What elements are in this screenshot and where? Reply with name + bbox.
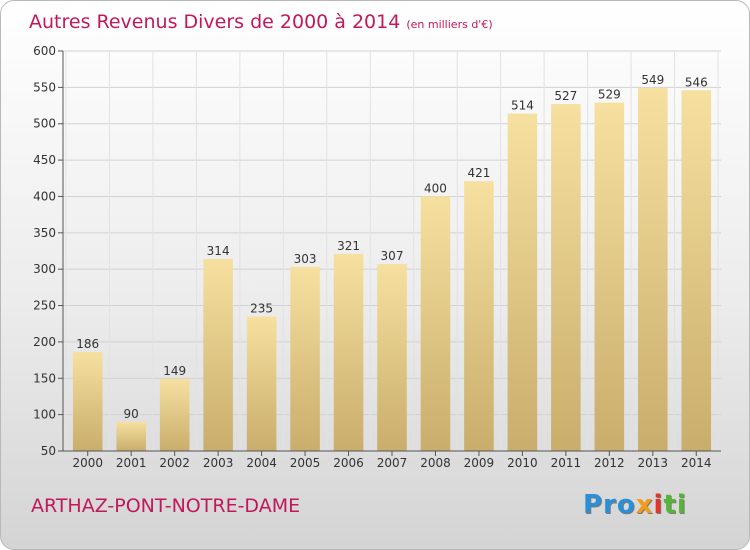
bar [507, 113, 538, 451]
unit-note: (en milliers d'€) [406, 18, 493, 31]
x-tick-label: 2004 [246, 456, 277, 470]
data-label: 400 [424, 181, 447, 195]
data-label: 549 [641, 73, 664, 87]
data-label: 421 [467, 166, 490, 180]
y-tick-label: 250 [33, 299, 56, 313]
bar [551, 104, 581, 451]
y-tick-label: 150 [33, 371, 56, 385]
x-tick-label: 2013 [638, 456, 669, 470]
data-label: 307 [381, 249, 404, 263]
y-tick-label: 400 [33, 189, 56, 203]
chart-title-text: Autres Revenus Divers de 2000 à 2014 [29, 11, 401, 33]
y-tick-label: 600 [33, 44, 56, 58]
y-tick-label: 100 [33, 408, 56, 422]
x-tick-label: 2010 [507, 456, 538, 470]
y-tick-label: 500 [33, 117, 56, 131]
logo-part: x [635, 490, 654, 520]
x-tick-label: 2000 [72, 456, 103, 470]
commune-name: ARTHAZ-PONT-NOTRE-DAME [31, 495, 301, 517]
x-tick-label: 2001 [116, 456, 147, 470]
data-labels: 186 90 149 314 235 303 321 307 400 421 514 527 529 54… [76, 73, 707, 421]
y-tick-label: 50 [41, 444, 56, 458]
y-tick-label: 450 [33, 153, 56, 167]
bar [290, 267, 320, 451]
axes: 50 100 150 200 250 300 350 400 450 500 550 600 2000 2… [33, 44, 721, 470]
x-tick-label: 2006 [333, 456, 364, 470]
logo-part: i [653, 490, 664, 520]
data-label: 321 [337, 239, 360, 253]
logo-part: ti [663, 490, 687, 520]
chart-title: Autres Revenus Divers de 2000 à 2014 (en … [29, 11, 493, 33]
x-tick-label: 2012 [594, 456, 625, 470]
bar [159, 379, 190, 451]
x-tick-label: 2007 [377, 456, 408, 470]
data-label: 546 [685, 75, 708, 89]
bar [116, 421, 146, 451]
data-label: 149 [163, 364, 186, 378]
bar [464, 181, 494, 451]
x-tick-label: 2008 [420, 456, 451, 470]
bars [72, 88, 712, 452]
x-tick-label: 2009 [464, 456, 495, 470]
x-tick-label: 2014 [681, 456, 712, 470]
bar [333, 253, 364, 451]
x-tick-label: 2011 [551, 456, 582, 470]
bar [72, 352, 103, 451]
data-label: 529 [598, 88, 621, 102]
x-tick-label: 2003 [203, 456, 234, 470]
data-label: 314 [207, 244, 230, 258]
bar [594, 102, 625, 452]
y-tick-label: 300 [33, 262, 56, 276]
bar [681, 90, 712, 451]
data-label: 303 [294, 252, 317, 266]
bar [420, 196, 451, 451]
y-tick-label: 550 [33, 80, 56, 94]
bar [246, 316, 277, 451]
bar [203, 259, 233, 451]
y-tick-label: 350 [33, 226, 56, 240]
data-label: 235 [250, 301, 273, 315]
data-label: 90 [124, 407, 139, 421]
data-label: 514 [511, 99, 534, 113]
x-tick-label: 2002 [159, 456, 190, 470]
data-label: 186 [76, 337, 99, 351]
logo-part: Pro [583, 490, 636, 520]
x-tick-label: 2005 [290, 456, 321, 470]
y-tick-label: 200 [33, 335, 56, 349]
bar [638, 88, 668, 451]
data-label: 527 [554, 89, 577, 103]
bar [377, 264, 407, 451]
proxiti-logo: Proxiti [583, 490, 687, 520]
